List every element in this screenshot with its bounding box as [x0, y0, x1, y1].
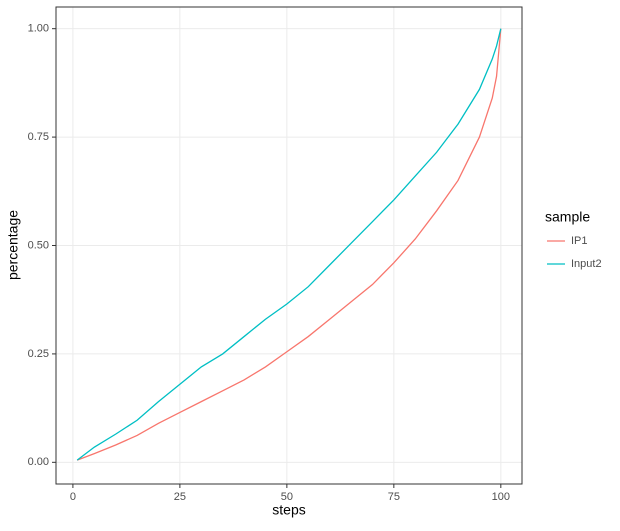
- line: [76, 28, 502, 461]
- y-tick-label: 0.75: [28, 131, 49, 143]
- x-tick-label: 0: [70, 491, 76, 503]
- legend-title: sample: [545, 209, 590, 225]
- panel-border: [55, 6, 523, 485]
- x-tick-label: 75: [388, 491, 400, 503]
- x-tick-label: 100: [492, 491, 510, 503]
- legend-label: Input2: [571, 258, 602, 270]
- line: [76, 28, 502, 461]
- y-axis-title: percentage: [5, 210, 21, 280]
- legend-label: IP1: [571, 235, 588, 247]
- x-axis-title: steps: [272, 502, 305, 518]
- y-tick-label: 0.25: [28, 348, 49, 360]
- y-tick-label: 0.00: [28, 456, 49, 468]
- y-tick-label: 0.50: [28, 239, 49, 251]
- x-tick-label: 50: [281, 491, 293, 503]
- x-tick-label: 25: [174, 491, 186, 503]
- y-tick-label: 1.00: [28, 23, 49, 35]
